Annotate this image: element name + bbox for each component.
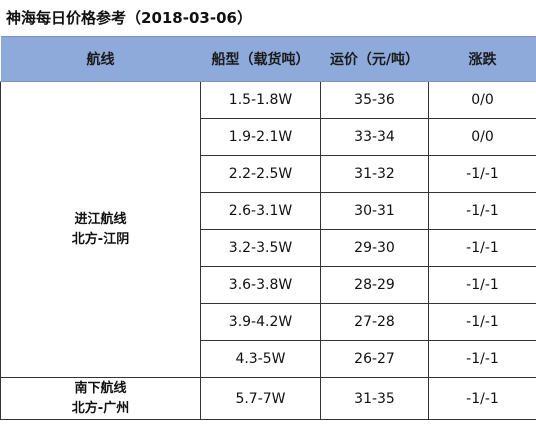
ship-type-cell: 1.5-1.8W — [200, 81, 321, 119]
header-change: 涨跌 — [428, 36, 536, 82]
ship-type-cell: 2.2-2.5W — [200, 155, 321, 193]
price-table: 航线 船型（载货吨） 运价（元/吨） 涨跌 进江航线 北方-江阴 1.5-1.8… — [0, 36, 536, 420]
ship-type-cell: 2.6-3.1W — [200, 192, 321, 230]
table-row: 2.2-2.5W 31-32 -1/-1 — [1, 155, 536, 193]
table-row: 3.2-3.5W 29-30 -1/-1 — [1, 229, 536, 267]
freight-cell: 30-31 — [320, 192, 429, 230]
table-row: 3.6-3.8W 28-29 -1/-1 — [1, 266, 536, 304]
ship-type-cell: 3.6-3.8W — [200, 266, 321, 304]
header-ship-type: 船型（载货吨） — [200, 36, 321, 82]
table-row: 3.9-4.2W 27-28 -1/-1 — [1, 303, 536, 341]
route-cell-guangzhou: 南下航线 北方-广州 — [0, 377, 201, 420]
freight-cell: 27-28 — [320, 303, 429, 341]
change-cell: -1/-1 — [428, 229, 536, 267]
header-row: 航线 船型（载货吨） 运价（元/吨） 涨跌 — [0, 36, 536, 82]
change-cell: 0/0 — [428, 118, 536, 156]
ship-type-cell: 4.3-5W — [200, 340, 321, 378]
change-cell: 0/0 — [428, 81, 536, 119]
ship-type-cell: 5.7-7W — [200, 377, 321, 420]
freight-cell: 31-35 — [320, 377, 429, 420]
route-name: 进江航线 — [74, 211, 127, 227]
freight-cell: 33-34 — [320, 118, 429, 156]
route-ports: 北方-广州 — [71, 400, 130, 416]
change-cell: -1/-1 — [428, 377, 536, 420]
route-cell-jiangyin: 进江航线 北方-江阴 — [0, 81, 201, 378]
freight-cell: 28-29 — [320, 266, 429, 304]
change-cell: -1/-1 — [428, 303, 536, 341]
route-name: 南下航线 — [74, 380, 127, 396]
table-row: 2.6-3.1W 30-31 -1/-1 — [1, 192, 536, 230]
freight-cell: 26-27 — [320, 340, 429, 378]
table-row: 进江航线 北方-江阴 1.5-1.8W 35-36 0/0 — [0, 81, 536, 378]
freight-cell: 31-32 — [320, 155, 429, 193]
freight-cell: 35-36 — [320, 81, 429, 119]
header-route: 航线 — [0, 36, 201, 82]
page-title: 神海每日价格参考（2018-03-06） — [0, 0, 536, 36]
table-row: 4.3-5W 26-27 -1/-1 — [1, 340, 536, 378]
change-cell: -1/-1 — [428, 192, 536, 230]
table-row: 南下航线 北方-广州 5.7-7W 31-35 -1/-1 — [0, 377, 536, 420]
ship-type-cell: 1.9-2.1W — [200, 118, 321, 156]
ship-type-cell: 3.9-4.2W — [200, 303, 321, 341]
change-cell: -1/-1 — [428, 155, 536, 193]
ship-type-cell: 3.2-3.5W — [200, 229, 321, 267]
header-freight: 运价（元/吨） — [320, 36, 429, 82]
route-ports: 北方-江阴 — [71, 231, 130, 247]
freight-cell: 29-30 — [320, 229, 429, 267]
change-cell: -1/-1 — [428, 266, 536, 304]
change-cell: -1/-1 — [428, 340, 536, 378]
